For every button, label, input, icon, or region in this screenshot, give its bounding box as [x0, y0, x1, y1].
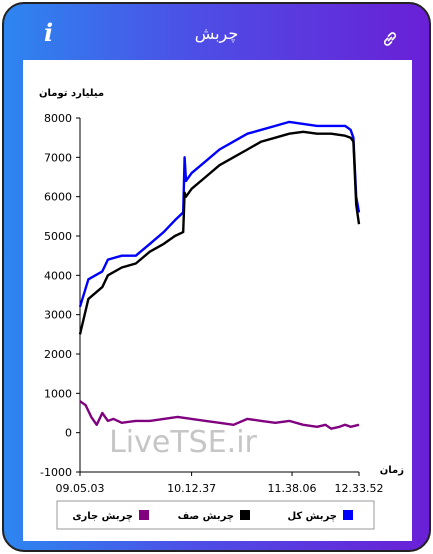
legend: چربش کل چربش صف چربش جاری — [56, 500, 375, 530]
axes: -1000 0 1000 2000 3000 4000 5000 6000 7000 8000 09… — [40, 112, 383, 495]
x-tick-label: 12.33.52 — [335, 482, 384, 495]
x-tick-label: 11.38.06 — [268, 482, 317, 495]
y-axis-label: میلیارد تومان — [39, 88, 104, 99]
y-tick-label: 1000 — [44, 387, 72, 400]
chart: میلیارد تومان زمان LiveTSE.ir -1000 0 1000… — [39, 88, 404, 530]
title-bar: i چربش — [4, 4, 429, 60]
y-tick-label: 5000 — [44, 230, 72, 243]
legend-label: چربش جاری — [72, 511, 133, 522]
legend-box — [56, 500, 375, 530]
series-lines — [78, 120, 361, 430]
watermark: LiveTSE.ir — [109, 425, 257, 460]
y-tick-label: 0 — [65, 427, 72, 440]
y-tick-label: 3000 — [44, 309, 72, 322]
x-tick-label: 10.12.37 — [167, 482, 216, 495]
legend-swatch — [139, 510, 149, 520]
series-line — [78, 120, 361, 308]
y-tick-label: -1000 — [40, 466, 72, 479]
legend-swatch — [343, 510, 353, 520]
x-axis-label: زمان — [380, 465, 404, 476]
chart-panel: میلیارد تومان زمان LiveTSE.ir -1000 0 1000… — [23, 60, 412, 541]
y-tick-label: 2000 — [44, 348, 72, 361]
y-tick-label: 7000 — [44, 151, 72, 164]
link-icon[interactable] — [381, 30, 399, 48]
legend-swatch — [240, 510, 250, 520]
legend-label: چربش صف — [178, 511, 234, 522]
page-title: چربش — [194, 24, 239, 43]
x-tick-label: 09.05.03 — [56, 482, 105, 495]
y-tick-label: 6000 — [44, 191, 72, 204]
series-line — [79, 400, 360, 430]
info-icon[interactable]: i — [44, 18, 54, 47]
legend-label: چربش کل — [287, 511, 337, 522]
series-line — [78, 130, 361, 335]
y-tick-label: 4000 — [44, 269, 72, 282]
y-tick-label: 8000 — [44, 112, 72, 125]
